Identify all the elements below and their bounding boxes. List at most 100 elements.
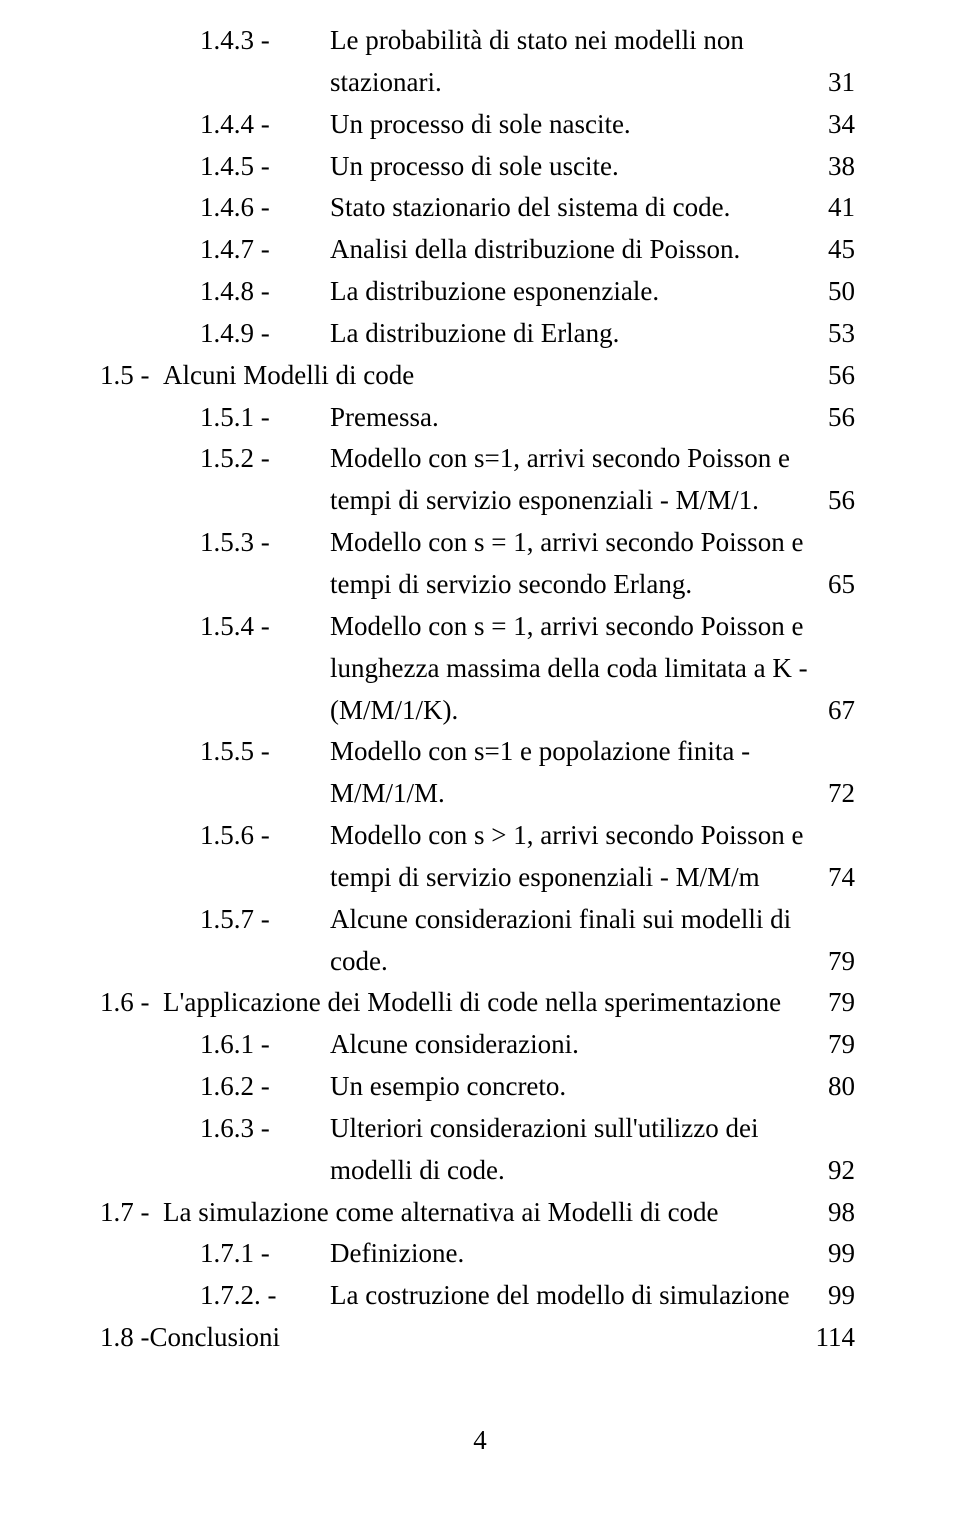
toc-page: 79 [828, 941, 855, 983]
toc-number: 1.5.2 - [200, 438, 330, 480]
toc-entry: 1.5.5 -Modello con s=1 e popolazione fin… [200, 731, 855, 773]
toc-title-cont: tempi di servizio secondo Erlang. 65 [330, 564, 855, 606]
toc-page: 80 [828, 1066, 855, 1108]
toc-entry: 1.5.7 -Alcune considerazioni finali sui … [200, 899, 855, 941]
toc-entry: 1.6 - L'applicazione dei Modelli di code… [100, 982, 855, 1024]
toc-entry: 1.4.5 -Un processo di sole uscite. 38 [200, 146, 855, 188]
toc-title: Analisi della distribuzione di Poisson. [330, 229, 740, 271]
toc-number: 1.5.7 - [200, 899, 330, 941]
toc-page: 79 [828, 982, 855, 1024]
toc-title-cont: stazionari. 31 [330, 62, 855, 104]
toc-entry: 1.6.1 -Alcune considerazioni. 79 [200, 1024, 855, 1066]
toc-title: Un esempio concreto. [330, 1066, 566, 1108]
toc-number: 1.5.6 - [200, 815, 330, 857]
toc-page: 72 [828, 773, 855, 815]
toc-entry: 1.5 - Alcuni Modelli di code 56 [100, 355, 855, 397]
toc-entry: 1.5.4 -Modello con s = 1, arrivi secondo… [200, 606, 855, 648]
toc-title: Modello con s=1 e popolazione finita - [330, 731, 750, 773]
toc-page: 41 [828, 187, 855, 229]
toc-title: Alcune considerazioni finali sui modelli… [330, 899, 791, 941]
toc-title: L'applicazione dei Modelli di code nella… [163, 982, 781, 1024]
toc-number: 1.4.5 - [200, 146, 330, 188]
toc-title: La distribuzione di Erlang. [330, 313, 619, 355]
toc-title: Modello con s = 1, arrivi secondo Poisso… [330, 522, 803, 564]
toc-entry: 1.4.6 -Stato stazionario del sistema di … [200, 187, 855, 229]
toc-entry: 1.8 -Conclusioni 114 [100, 1317, 855, 1359]
toc-number: 1.5.5 - [200, 731, 330, 773]
toc-entry: 1.5.6 -Modello con s > 1, arrivi secondo… [200, 815, 855, 857]
toc-page: 34 [828, 104, 855, 146]
toc-entry: 1.4.8 -La distribuzione esponenziale. 50 [200, 271, 855, 313]
toc-entry: 1.7.2. -La costruzione del modello di si… [200, 1275, 855, 1317]
toc-title: La costruzione del modello di simulazion… [330, 1275, 790, 1317]
toc-title-cont: lunghezza massima della coda limitata a … [330, 648, 855, 690]
toc-title: Premessa. [330, 397, 439, 439]
toc-entry: 1.4.4 -Un processo di sole nascite. 34 [200, 104, 855, 146]
toc-page: 98 [828, 1192, 855, 1234]
toc-title-cont: modelli di code. 92 [330, 1150, 855, 1192]
toc-entry: 1.4.7 -Analisi della distribuzione di Po… [200, 229, 855, 271]
toc-number: 1.5 - [100, 355, 150, 397]
toc-title: Un processo di sole uscite. [330, 146, 619, 188]
toc-title-cont: tempi di servizio esponenziali - M/M/1. … [330, 480, 855, 522]
toc-title-cont: (M/M/1/K). 67 [330, 690, 855, 732]
toc-page: 38 [828, 146, 855, 188]
toc-page: 53 [828, 313, 855, 355]
toc-page: 114 [816, 1317, 856, 1359]
toc-title: Conclusioni [150, 1317, 281, 1359]
toc-page: 56 [828, 355, 855, 397]
table-of-contents: 1.4.3 -Le probabilità di stato nei model… [100, 20, 855, 1359]
toc-title: Modello con s = 1, arrivi secondo Poisso… [330, 606, 803, 648]
toc-entry: 1.5.2 -Modello con s=1, arrivi secondo P… [200, 438, 855, 480]
toc-number: 1.4.8 - [200, 271, 330, 313]
toc-number: 1.7.2. - [200, 1275, 330, 1317]
page: 1.4.3 -Le probabilità di stato nei model… [0, 0, 960, 1524]
toc-title: Un processo di sole nascite. [330, 104, 631, 146]
toc-entry: 1.7 - La simulazione come alternativa ai… [100, 1192, 855, 1234]
toc-entry: 1.6.2 -Un esempio concreto. 80 [200, 1066, 855, 1108]
toc-number: 1.4.7 - [200, 229, 330, 271]
toc-title: Alcune considerazioni. [330, 1024, 579, 1066]
toc-number: 1.5.3 - [200, 522, 330, 564]
toc-entry: 1.6.3 -Ulteriori considerazioni sull'uti… [200, 1108, 855, 1150]
toc-entry: 1.5.3 -Modello con s = 1, arrivi secondo… [200, 522, 855, 564]
toc-page: 50 [828, 271, 855, 313]
toc-number: 1.6.2 - [200, 1066, 330, 1108]
toc-page: 56 [828, 397, 855, 439]
page-number: 4 [0, 1425, 960, 1456]
toc-page: 79 [828, 1024, 855, 1066]
toc-number: 1.6.1 - [200, 1024, 330, 1066]
toc-number: 1.8 - [100, 1317, 150, 1359]
toc-title: Modello con s=1, arrivi secondo Poisson … [330, 438, 790, 480]
toc-number: 1.7.1 - [200, 1233, 330, 1275]
toc-page: 99 [828, 1233, 855, 1275]
toc-entry: 1.4.9 -La distribuzione di Erlang. 53 [200, 313, 855, 355]
toc-page: 67 [828, 690, 855, 732]
toc-number: 1.4.9 - [200, 313, 330, 355]
toc-page: 45 [828, 229, 855, 271]
toc-number: 1.6.3 - [200, 1108, 330, 1150]
toc-title-cont: code. 79 [330, 941, 855, 983]
toc-title: Alcuni Modelli di code [163, 355, 414, 397]
toc-entry: 1.5.1 -Premessa. 56 [200, 397, 855, 439]
toc-title: Le probabilità di stato nei modelli non [330, 20, 744, 62]
toc-number: 1.4.6 - [200, 187, 330, 229]
toc-number: 1.6 - [100, 982, 150, 1024]
toc-entry: 1.7.1 -Definizione. 99 [200, 1233, 855, 1275]
toc-page: 92 [828, 1150, 855, 1192]
toc-page: 31 [828, 62, 855, 104]
toc-entry: 1.4.3 -Le probabilità di stato nei model… [200, 20, 855, 62]
toc-title: La simulazione come alternativa ai Model… [163, 1192, 719, 1234]
toc-page: 65 [828, 564, 855, 606]
toc-number: 1.4.4 - [200, 104, 330, 146]
toc-title-cont: tempi di servizio esponenziali - M/M/m 7… [330, 857, 855, 899]
toc-title: La distribuzione esponenziale. [330, 271, 659, 313]
toc-title: Definizione. [330, 1233, 464, 1275]
toc-number: 1.5.4 - [200, 606, 330, 648]
toc-title: Ulteriori considerazioni sull'utilizzo d… [330, 1108, 759, 1150]
toc-title: Stato stazionario del sistema di code. [330, 187, 730, 229]
toc-page: 99 [828, 1275, 855, 1317]
toc-page: 74 [828, 857, 855, 899]
toc-number: 1.5.1 - [200, 397, 330, 439]
toc-number: 1.7 - [100, 1192, 150, 1234]
